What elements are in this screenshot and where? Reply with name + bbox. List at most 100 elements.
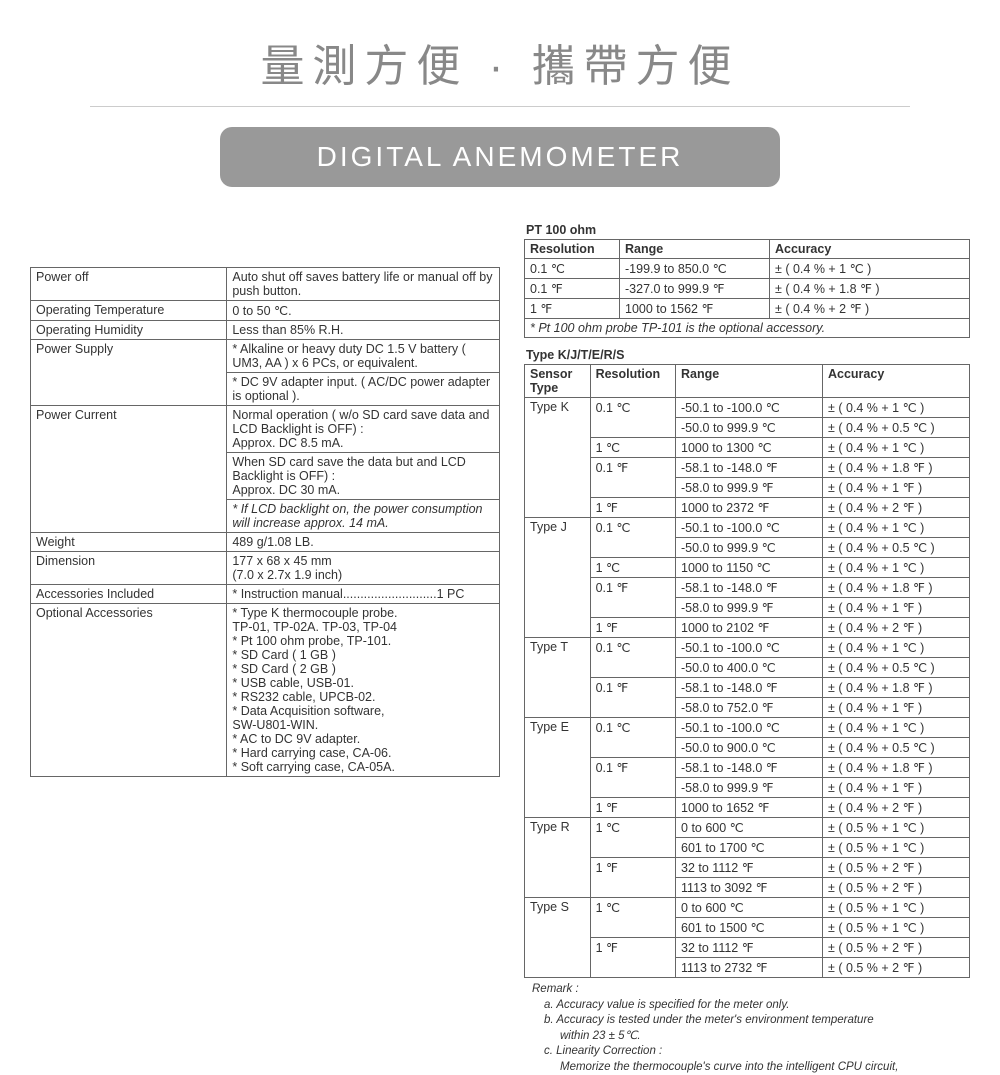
cell: 32 to 1112 ℉ xyxy=(676,858,823,878)
col-header: Resolution xyxy=(525,240,620,259)
cell: 1 ℃ xyxy=(590,898,675,938)
cell: 1000 to 1300 ℃ xyxy=(676,438,823,458)
cell: ± ( 0.4 % + 1 ℃ ) xyxy=(822,438,969,458)
pt100-table: ResolutionRangeAccuracy0.1 ℃-199.9 to 85… xyxy=(524,239,970,338)
cell: 0.1 ℃ xyxy=(590,518,675,558)
cell: ± ( 0.4 % + 1.8 ℉ ) xyxy=(770,279,970,299)
general-spec-column: Power offAuto shut off saves battery lif… xyxy=(30,267,500,1075)
cell: -50.0 to 900.0 ℃ xyxy=(676,738,823,758)
col-header: Accuracy xyxy=(770,240,970,259)
col-header: Range xyxy=(676,365,823,398)
sensor-type: Type E xyxy=(525,718,591,818)
cell: -50.1 to -100.0 ℃ xyxy=(676,718,823,738)
spec-val: Less than 85% R.H. xyxy=(227,321,500,340)
cell: 1000 to 2102 ℉ xyxy=(676,618,823,638)
thermocouple-table: Sensor TypeResolutionRangeAccuracyType K… xyxy=(524,364,970,978)
cell: 1 ℉ xyxy=(590,498,675,518)
footnote: * Pt 100 ohm probe TP-101 is the optiona… xyxy=(525,319,970,338)
product-badge: DIGITAL ANEMOMETER xyxy=(220,127,780,187)
cell: -327.0 to 999.9 ℉ xyxy=(620,279,770,299)
spec-key: Power Current xyxy=(31,406,227,533)
sensor-type: Type K xyxy=(525,398,591,518)
cell: 1 ℉ xyxy=(590,938,675,978)
cell: 601 to 1700 ℃ xyxy=(676,838,823,858)
col-header: Resolution xyxy=(590,365,675,398)
cell: ± ( 0.4 % + 2 ℉ ) xyxy=(822,618,969,638)
cell: ± ( 0.4 % + 1.8 ℉ ) xyxy=(822,758,969,778)
cell: ± ( 0.5 % + 2 ℉ ) xyxy=(822,938,969,958)
col-header: Range xyxy=(620,240,770,259)
cell: ± ( 0.4 % + 1 ℉ ) xyxy=(822,598,969,618)
header-chinese: 量測方便 · 攜帶方便 xyxy=(0,0,1000,106)
content-area: Power offAuto shut off saves battery lif… xyxy=(0,217,1000,1075)
cell: ± ( 0.5 % + 1 ℃ ) xyxy=(822,818,969,838)
divider xyxy=(90,106,910,107)
cell: ± ( 0.5 % + 2 ℉ ) xyxy=(822,878,969,898)
cell: 1113 to 2732 ℉ xyxy=(676,958,823,978)
cell: -50.0 to 400.0 ℃ xyxy=(676,658,823,678)
cell: ± ( 0.4 % + 1 ℃ ) xyxy=(770,259,970,279)
spec-val: Normal operation ( w/o SD card save data… xyxy=(227,406,500,453)
spec-val: 489 g/1.08 LB. xyxy=(227,533,500,552)
cell: 0.1 ℃ xyxy=(590,398,675,438)
sensor-type: Type J xyxy=(525,518,591,638)
cell: ± ( 0.4 % + 1 ℃ ) xyxy=(822,518,969,538)
cell: ± ( 0.5 % + 2 ℉ ) xyxy=(822,858,969,878)
cell: ± ( 0.4 % + 2 ℉ ) xyxy=(822,498,969,518)
cell: 0.1 ℃ xyxy=(590,718,675,758)
remark-b2: within 23 ± 5℃. xyxy=(532,1029,962,1045)
sensor-type: Type T xyxy=(525,638,591,718)
cell: 1 ℃ xyxy=(590,558,675,578)
cell: ± ( 0.5 % + 1 ℃ ) xyxy=(822,898,969,918)
cell: -58.0 to 999.9 ℉ xyxy=(676,478,823,498)
cell: 1000 to 1150 ℃ xyxy=(676,558,823,578)
spec-key: Operating Temperature xyxy=(31,301,227,321)
cell: 601 to 1500 ℃ xyxy=(676,918,823,938)
spec-val: * If LCD backlight on, the power consump… xyxy=(227,500,500,533)
cell: ± ( 0.4 % + 0.5 ℃ ) xyxy=(822,658,969,678)
spec-val: When SD card save the data but and LCD B… xyxy=(227,453,500,500)
spec-key: Accessories Included xyxy=(31,585,227,604)
cell: 1000 to 2372 ℉ xyxy=(676,498,823,518)
cell: ± ( 0.4 % + 0.5 ℃ ) xyxy=(822,418,969,438)
thermo-title: Type K/J/T/E/R/S xyxy=(526,348,970,362)
sensor-type: Type S xyxy=(525,898,591,978)
cell: ± ( 0.4 % + 1 ℉ ) xyxy=(822,778,969,798)
cell: ± ( 0.5 % + 1 ℃ ) xyxy=(822,838,969,858)
cell: ± ( 0.4 % + 1.8 ℉ ) xyxy=(822,678,969,698)
cell: ± ( 0.4 % + 1 ℉ ) xyxy=(822,698,969,718)
remark-b: b. Accuracy is tested under the meter's … xyxy=(532,1013,962,1029)
cell: -58.1 to -148.0 ℉ xyxy=(676,578,823,598)
cell: -58.0 to 999.9 ℉ xyxy=(676,778,823,798)
general-spec-table: Power offAuto shut off saves battery lif… xyxy=(30,267,500,777)
col-header: Accuracy xyxy=(822,365,969,398)
cell: 0.1 ℉ xyxy=(590,458,675,498)
cell: 0.1 ℉ xyxy=(525,279,620,299)
cell: 0 to 600 ℃ xyxy=(676,898,823,918)
spec-val: * Type K thermocouple probe. TP-01, TP-0… xyxy=(227,604,500,777)
cell: 0.1 ℃ xyxy=(590,638,675,678)
spec-key: Operating Humidity xyxy=(31,321,227,340)
remark-c2: Memorize the thermocouple's curve into t… xyxy=(532,1060,962,1075)
cell: -50.1 to -100.0 ℃ xyxy=(676,398,823,418)
cell: 0 to 600 ℃ xyxy=(676,818,823,838)
remark-block: Remark : a. Accuracy value is specified … xyxy=(524,978,970,1075)
spec-key: Power off xyxy=(31,268,227,301)
cell: -58.1 to -148.0 ℉ xyxy=(676,458,823,478)
cell: ± ( 0.4 % + 1 ℃ ) xyxy=(822,558,969,578)
cell: -50.0 to 999.9 ℃ xyxy=(676,418,823,438)
cell: ± ( 0.4 % + 1 ℃ ) xyxy=(822,638,969,658)
cell: ± ( 0.4 % + 1 ℉ ) xyxy=(822,478,969,498)
cell: -50.0 to 999.9 ℃ xyxy=(676,538,823,558)
spec-key: Optional Accessories xyxy=(31,604,227,777)
spec-val: * Alkaline or heavy duty DC 1.5 V batter… xyxy=(227,340,500,373)
cell: ± ( 0.4 % + 0.5 ℃ ) xyxy=(822,538,969,558)
sensor-type: Type R xyxy=(525,818,591,898)
spec-val: * Instruction manual....................… xyxy=(227,585,500,604)
cell: -50.1 to -100.0 ℃ xyxy=(676,638,823,658)
spec-key: Dimension xyxy=(31,552,227,585)
spec-val: Auto shut off saves battery life or manu… xyxy=(227,268,500,301)
cell: 0.1 ℉ xyxy=(590,678,675,718)
cell: ± ( 0.4 % + 0.5 ℃ ) xyxy=(822,738,969,758)
cell: 1 ℃ xyxy=(590,438,675,458)
